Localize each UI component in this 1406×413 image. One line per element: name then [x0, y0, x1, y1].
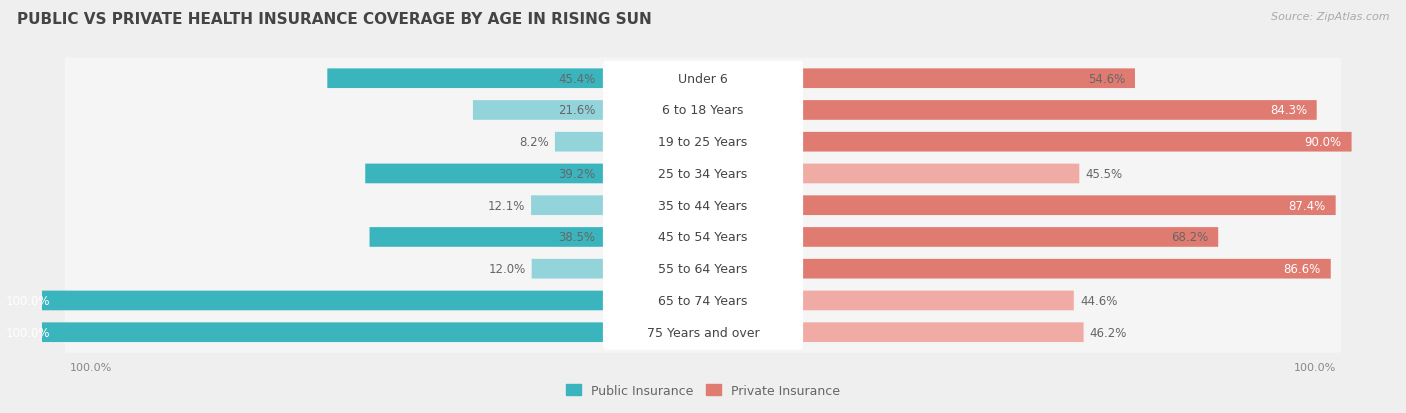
FancyBboxPatch shape — [0, 323, 605, 342]
Text: 100.0%: 100.0% — [6, 294, 51, 307]
FancyBboxPatch shape — [801, 196, 1336, 216]
FancyBboxPatch shape — [531, 259, 605, 279]
Text: 45 to 54 Years: 45 to 54 Years — [658, 231, 748, 244]
Text: 90.0%: 90.0% — [1305, 136, 1341, 149]
FancyBboxPatch shape — [0, 291, 605, 311]
FancyBboxPatch shape — [801, 164, 1080, 184]
Text: 35 to 44 Years: 35 to 44 Years — [658, 199, 748, 212]
Text: 65 to 74 Years: 65 to 74 Years — [658, 294, 748, 307]
FancyBboxPatch shape — [65, 122, 1341, 163]
FancyBboxPatch shape — [801, 101, 1316, 121]
Text: 12.1%: 12.1% — [488, 199, 524, 212]
Text: 21.6%: 21.6% — [558, 104, 595, 117]
Text: Source: ZipAtlas.com: Source: ZipAtlas.com — [1271, 12, 1389, 22]
Text: 75 Years and over: 75 Years and over — [647, 326, 759, 339]
FancyBboxPatch shape — [531, 196, 605, 216]
Text: 55 to 64 Years: 55 to 64 Years — [658, 263, 748, 275]
Text: 68.2%: 68.2% — [1171, 231, 1208, 244]
Text: 6 to 18 Years: 6 to 18 Years — [662, 104, 744, 117]
FancyBboxPatch shape — [65, 90, 1341, 131]
Text: 8.2%: 8.2% — [519, 136, 548, 149]
FancyBboxPatch shape — [472, 101, 605, 121]
FancyBboxPatch shape — [801, 228, 1218, 247]
FancyBboxPatch shape — [328, 69, 605, 89]
FancyBboxPatch shape — [603, 125, 803, 160]
Text: 44.6%: 44.6% — [1080, 294, 1118, 307]
Text: 19 to 25 Years: 19 to 25 Years — [658, 136, 748, 149]
FancyBboxPatch shape — [65, 59, 1341, 100]
Legend: Public Insurance, Private Insurance: Public Insurance, Private Insurance — [561, 379, 845, 402]
FancyBboxPatch shape — [603, 220, 803, 255]
Text: 86.6%: 86.6% — [1284, 263, 1322, 275]
Text: 38.5%: 38.5% — [558, 231, 595, 244]
FancyBboxPatch shape — [801, 323, 1084, 342]
FancyBboxPatch shape — [603, 283, 803, 318]
FancyBboxPatch shape — [366, 164, 605, 184]
Text: 54.6%: 54.6% — [1088, 73, 1125, 85]
Text: 25 to 34 Years: 25 to 34 Years — [658, 168, 748, 180]
FancyBboxPatch shape — [801, 291, 1074, 311]
FancyBboxPatch shape — [801, 133, 1351, 152]
FancyBboxPatch shape — [603, 315, 803, 350]
FancyBboxPatch shape — [65, 154, 1341, 195]
FancyBboxPatch shape — [65, 249, 1341, 290]
Text: 45.5%: 45.5% — [1085, 168, 1122, 180]
FancyBboxPatch shape — [801, 259, 1330, 279]
FancyBboxPatch shape — [603, 93, 803, 128]
FancyBboxPatch shape — [65, 312, 1341, 353]
Text: 84.3%: 84.3% — [1270, 104, 1308, 117]
FancyBboxPatch shape — [555, 133, 605, 152]
FancyBboxPatch shape — [801, 69, 1135, 89]
FancyBboxPatch shape — [603, 62, 803, 97]
Text: 39.2%: 39.2% — [558, 168, 595, 180]
FancyBboxPatch shape — [603, 188, 803, 223]
FancyBboxPatch shape — [603, 252, 803, 287]
Text: 100.0%: 100.0% — [6, 326, 51, 339]
Text: 12.0%: 12.0% — [488, 263, 526, 275]
FancyBboxPatch shape — [370, 228, 605, 247]
FancyBboxPatch shape — [65, 217, 1341, 258]
FancyBboxPatch shape — [603, 157, 803, 192]
Text: Under 6: Under 6 — [678, 73, 728, 85]
Text: 45.4%: 45.4% — [558, 73, 595, 85]
FancyBboxPatch shape — [65, 280, 1341, 321]
Text: PUBLIC VS PRIVATE HEALTH INSURANCE COVERAGE BY AGE IN RISING SUN: PUBLIC VS PRIVATE HEALTH INSURANCE COVER… — [17, 12, 651, 27]
Text: 87.4%: 87.4% — [1289, 199, 1326, 212]
FancyBboxPatch shape — [65, 185, 1341, 226]
Text: 46.2%: 46.2% — [1090, 326, 1128, 339]
